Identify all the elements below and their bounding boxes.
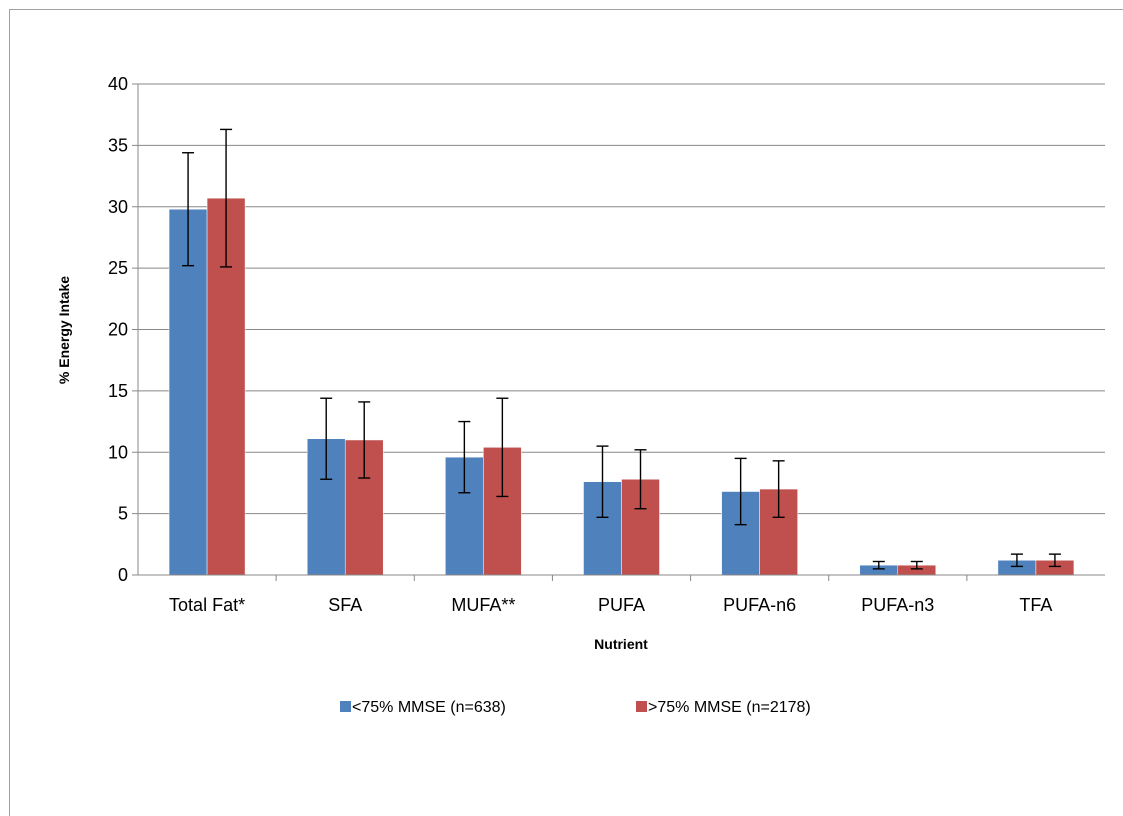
y-tick-label: 30 [108,197,128,217]
y-tick-label: 25 [108,258,128,278]
y-tick-label: 10 [108,442,128,462]
x-tick-label: PUFA [598,595,645,615]
x-tick-label: TFA [1019,595,1052,615]
legend-label-series-2: >75% MMSE (n=2178) [648,699,811,716]
y-tick-labels: 0 5 10 15 20 25 30 35 40 [108,74,128,585]
y-axis-title: % Energy Intake [56,276,72,384]
x-tick-label: SFA [328,595,362,615]
y-tick-label: 15 [108,381,128,401]
y-tick-label: 5 [118,504,128,524]
bar-2-pufa-n6 [759,488,798,576]
y-tick-label: 40 [108,74,128,94]
x-tick-label: PUFA-n6 [723,595,796,615]
y-tick-label: 20 [108,320,128,340]
x-tick-label: PUFA-n3 [861,595,934,615]
y-tick-label: 0 [118,565,128,585]
x-tick-label: MUFA** [451,595,515,615]
axes [137,84,1105,581]
x-axis-title: Nutrient [594,636,648,652]
legend-label-series-1: <75% MMSE (n=638) [352,699,506,716]
legend: <75% MMSE (n=638) >75% MMSE (n=2178) [340,699,811,716]
x-tick-label: Total Fat* [169,595,245,615]
y-tick-label: 35 [108,135,128,155]
legend-swatch-series-2 [636,701,647,712]
x-tick-labels: Total Fat* SFA MUFA** PUFA PUFA-n6 PUFA-n3 TFA [169,595,1052,615]
error-bars [182,128,1061,570]
bars [168,197,1075,576]
chart-frame [9,9,1123,816]
legend-swatch-series-1 [340,701,351,712]
